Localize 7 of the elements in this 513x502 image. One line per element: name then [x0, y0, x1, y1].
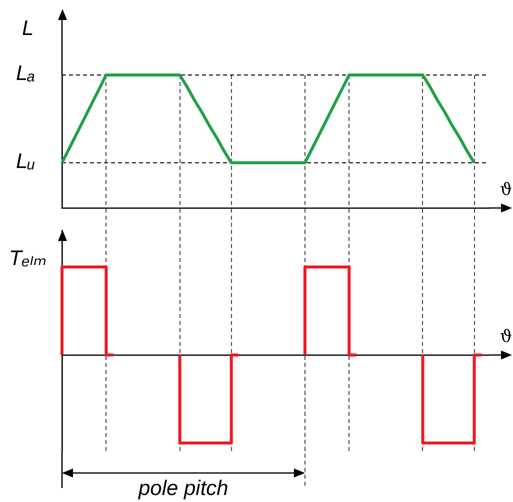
x-axis-title: ϑ [500, 180, 512, 200]
y-axis-title: Tₑₗₘ [9, 247, 47, 270]
x-axis-title: ϑ [500, 327, 512, 347]
ref-line-label: Lₐ [16, 62, 36, 85]
ref-line-label: Lᵤ [16, 150, 36, 173]
text: pole pitch [138, 477, 228, 500]
y-axis-title: L [22, 17, 34, 40]
